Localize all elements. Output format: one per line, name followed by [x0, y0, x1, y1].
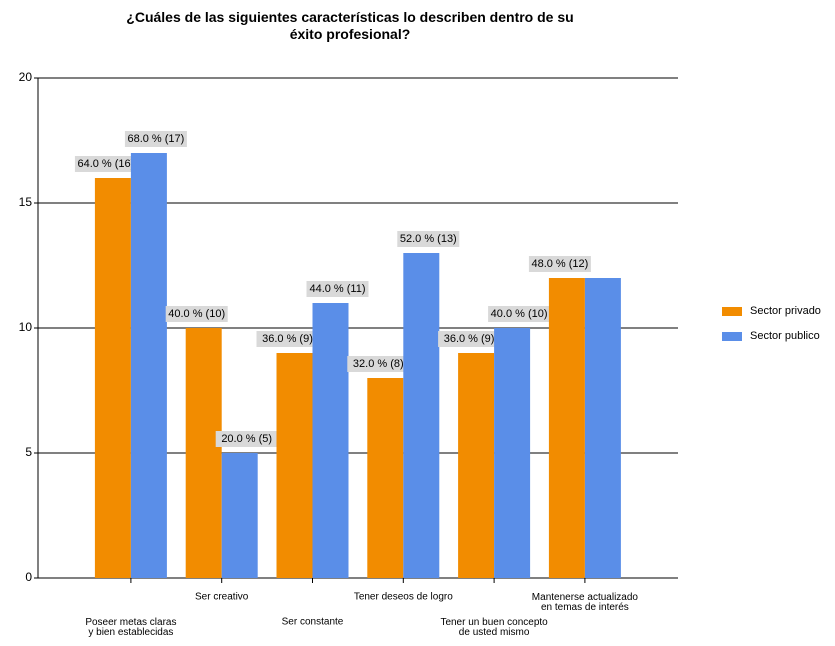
- value-label: 48.0 % (12): [531, 258, 588, 270]
- bar: [403, 253, 440, 578]
- value-label: 64.0 % (16): [77, 158, 134, 170]
- x-tick-label: Poseer metas claras y bien establecidas: [85, 617, 176, 638]
- value-label-bg: [74, 156, 137, 172]
- bar: [221, 453, 258, 578]
- value-label-bg: [397, 231, 460, 247]
- value-label: 52.0 % (13): [400, 233, 457, 245]
- bar: [312, 303, 349, 578]
- bar: [94, 178, 131, 578]
- y-tick-label: 10: [19, 320, 33, 334]
- value-label-bg: [124, 131, 187, 147]
- bar: [458, 353, 495, 578]
- value-label: 36.0 % (9): [444, 333, 495, 345]
- value-label: 44.0 % (11): [309, 283, 365, 295]
- value-label-bg: [215, 431, 278, 447]
- y-tick-label: 0: [25, 570, 32, 584]
- x-tick-label: Ser constante: [282, 617, 344, 628]
- value-label-bg: [528, 256, 591, 272]
- x-tick-label: Tener deseos de logro: [354, 592, 453, 603]
- value-label-bg: [165, 306, 228, 322]
- bar: [276, 353, 313, 578]
- value-label: 36.0 % (9): [262, 333, 313, 345]
- value-label: 68.0 % (17): [127, 133, 184, 145]
- legend-swatch: [722, 332, 742, 341]
- bar: [494, 328, 531, 578]
- value-label-bg: [256, 331, 319, 347]
- legend-label: Sector publico: [750, 330, 820, 342]
- x-tick-label: Mantenerse actualizado en temas de interé…: [532, 592, 639, 613]
- bar: [367, 378, 404, 578]
- x-tick-label: Tener un buen concepto de usted mismo: [440, 617, 548, 638]
- value-label-bg: [438, 331, 501, 347]
- value-label: 40.0 % (10): [168, 308, 225, 320]
- y-tick-label: 20: [19, 70, 33, 84]
- bar: [185, 328, 222, 578]
- value-label: 32.0 % (8): [353, 358, 404, 370]
- bar: [584, 278, 621, 578]
- y-tick-label: 5: [25, 445, 32, 459]
- x-tick-label: Ser creativo: [195, 592, 249, 603]
- bar: [130, 153, 167, 578]
- value-label-bg: [306, 281, 369, 297]
- value-label-bg: [347, 356, 410, 372]
- y-tick-label: 15: [19, 195, 33, 209]
- legend-label: Sector privado: [750, 305, 821, 317]
- value-label: 40.0 % (10): [491, 308, 548, 320]
- value-label: 20.0 % (5): [221, 433, 272, 445]
- value-label-bg: [488, 306, 551, 322]
- legend-swatch: [722, 307, 742, 316]
- bar: [548, 278, 585, 578]
- chart-title: ¿Cuáles de las siguientes característica…: [126, 9, 573, 42]
